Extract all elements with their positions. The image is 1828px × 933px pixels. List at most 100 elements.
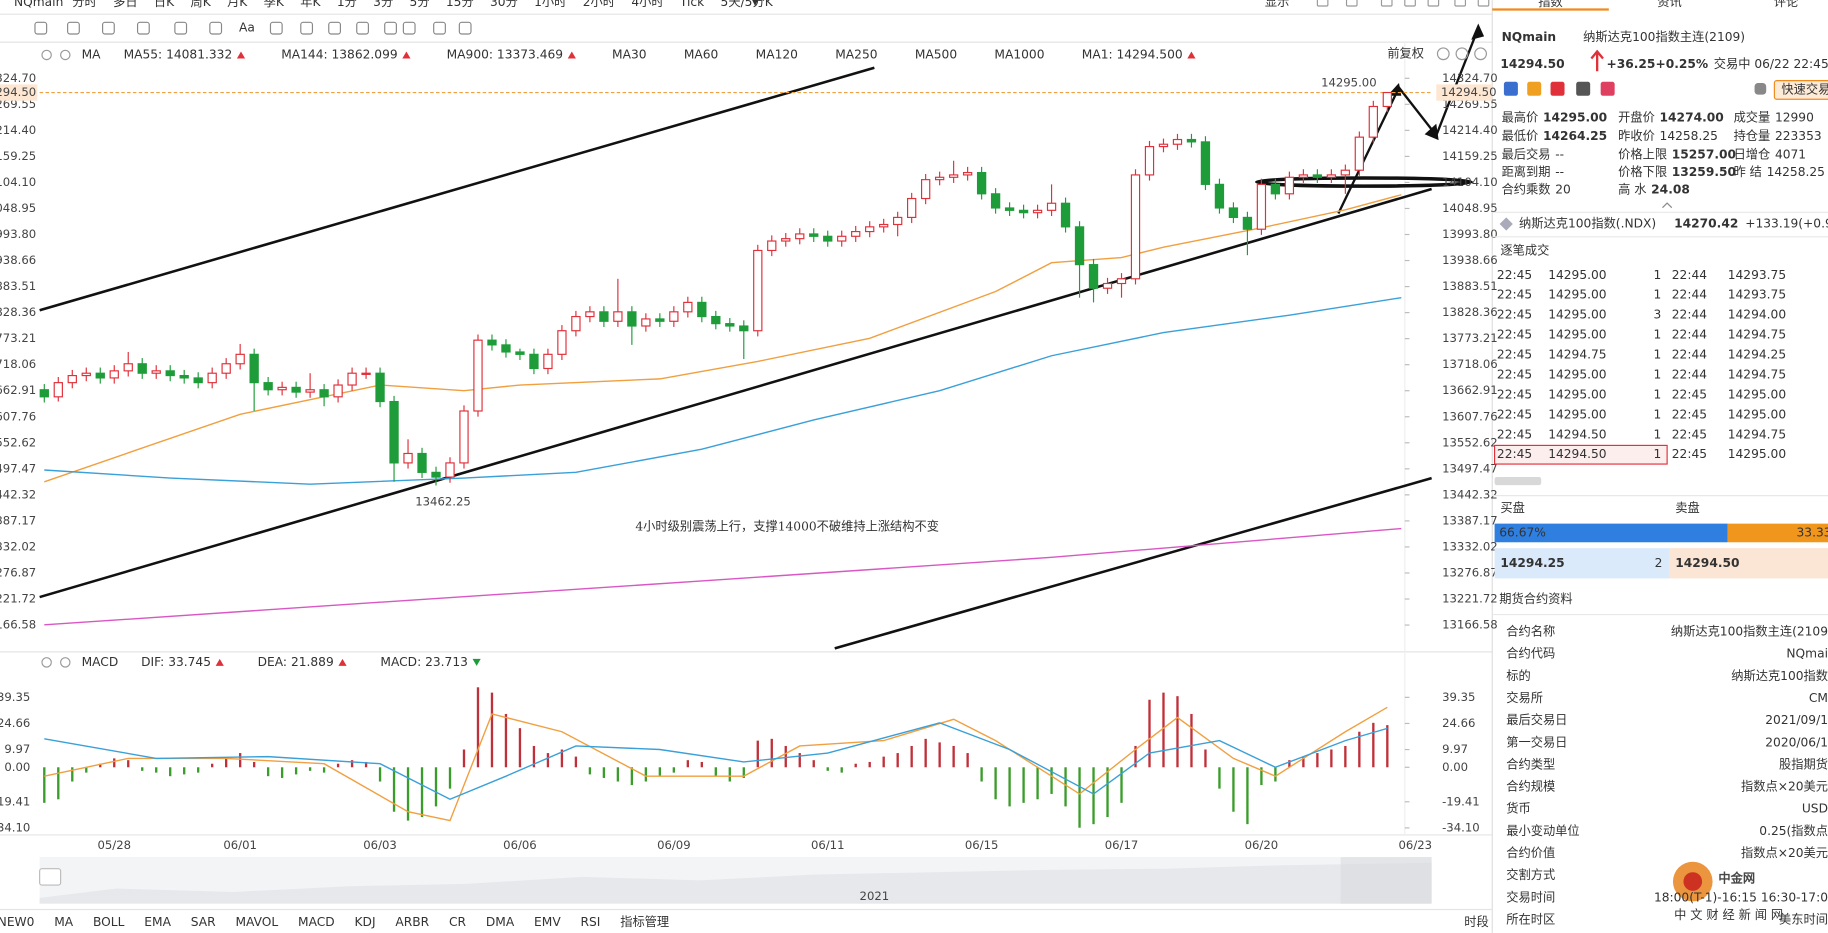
zoom-icon[interactable] <box>1455 47 1469 61</box>
indicator-tab[interactable]: CR <box>449 915 467 929</box>
macd-bar <box>630 767 634 786</box>
action-icon[interactable] <box>1527 81 1542 96</box>
settings-icon[interactable] <box>41 657 52 668</box>
tool-icon[interactable] <box>67 21 80 35</box>
macd-bar <box>1050 767 1053 794</box>
indicator-name[interactable]: MA <box>82 47 102 61</box>
panel-tab[interactable]: 资讯 <box>1657 0 1681 9</box>
period-tab[interactable]: 4小时 <box>631 0 663 9</box>
period-tab[interactable]: 季K <box>264 0 285 9</box>
text-tool[interactable]: Aa <box>239 21 255 35</box>
close-icon[interactable] <box>60 49 71 61</box>
settings-icon[interactable] <box>41 49 52 61</box>
macd-tick-label: -19.41 <box>1442 794 1480 808</box>
bell-icon[interactable] <box>1754 82 1767 95</box>
tool-icon[interactable] <box>402 21 416 35</box>
action-icon[interactable] <box>1576 81 1591 96</box>
tool-icon[interactable] <box>300 21 314 35</box>
tool-icon[interactable] <box>458 21 472 35</box>
close-icon[interactable] <box>60 657 71 668</box>
tool-icon[interactable] <box>384 21 397 35</box>
indicator-tab[interactable]: MACD <box>298 915 335 929</box>
period-tab[interactable]: 30分 <box>490 0 518 9</box>
indicator-tab[interactable]: KDJ <box>355 915 376 929</box>
macd-bar <box>280 767 284 778</box>
period-tab[interactable]: 5分 <box>410 0 430 9</box>
indicator-tab[interactable]: MAVOL <box>235 915 278 929</box>
toolbar-item[interactable]: ▾ <box>752 0 759 9</box>
session-button[interactable]: 时段 <box>1464 914 1488 929</box>
period-tab[interactable]: 1小时 <box>534 0 566 9</box>
contract-value[interactable]: 纳斯达克100指数 <box>1731 668 1828 683</box>
index-name[interactable]: 纳斯达克100指数(.NDX) <box>1519 216 1656 231</box>
indicator-tab[interactable]: BOLL <box>93 915 125 929</box>
tool-icon[interactable] <box>34 21 48 35</box>
stat-label: 昨收价 <box>1618 129 1655 143</box>
action-icon[interactable] <box>1550 81 1565 96</box>
quick-trade-bg[interactable] <box>1773 80 1828 100</box>
indicator-tab[interactable]: 指标管理 <box>620 914 669 929</box>
indicator-name[interactable]: MACD <box>82 655 119 669</box>
indicator-tab[interactable]: ARBR <box>395 915 429 929</box>
trade-qty: 1 <box>1653 367 1661 381</box>
period-tab[interactable]: 15分 <box>446 0 474 9</box>
action-icon[interactable] <box>1503 81 1518 96</box>
indicator-tab[interactable]: SAR <box>191 915 216 929</box>
period-tab[interactable]: 多日 <box>113 0 137 9</box>
action-icon[interactable] <box>1600 81 1615 96</box>
scrollbar[interactable] <box>1494 476 1542 486</box>
period-tab[interactable]: 月K <box>227 0 248 9</box>
tool-icon[interactable] <box>1404 0 1416 7</box>
tool-icon[interactable] <box>102 21 115 35</box>
tool-icon[interactable] <box>1380 0 1393 7</box>
panel-tab[interactable]: 评论 <box>1774 0 1798 9</box>
tool-icon[interactable] <box>433 21 446 35</box>
indicator-tab[interactable]: DMA <box>486 915 515 929</box>
period-tab[interactable]: 1分 <box>337 0 357 9</box>
collapse-icon[interactable] <box>1662 202 1673 209</box>
tool-icon[interactable] <box>1316 0 1329 7</box>
period-tab[interactable]: 2小时 <box>583 0 615 9</box>
period-tab[interactable]: 年K <box>300 0 321 9</box>
trade-time: 22:45 <box>1497 328 1532 342</box>
display-menu[interactable]: 显示 <box>1265 0 1289 9</box>
period-tab[interactable]: 分时 <box>72 0 96 9</box>
tool-icon[interactable] <box>356 21 369 35</box>
candle-body <box>263 382 273 391</box>
quick-trade-button[interactable]: 快速交易 <box>1781 81 1828 96</box>
zoom-icon[interactable] <box>1436 47 1450 61</box>
candle-body <box>1158 143 1169 148</box>
macd-bar <box>85 767 88 773</box>
navigator-handle[interactable] <box>39 868 62 886</box>
period-tab[interactable]: Tick <box>679 0 705 9</box>
tool-icon[interactable] <box>1345 0 1358 7</box>
period-tab[interactable]: 3分 <box>373 0 393 9</box>
stat-value: 20 <box>1555 183 1571 197</box>
tool-icon[interactable] <box>328 21 342 35</box>
indicator-tab[interactable]: EMA <box>144 915 171 929</box>
tool-icon[interactable] <box>269 21 283 35</box>
zoom-icon[interactable] <box>1474 47 1487 61</box>
macd-bar <box>686 760 689 768</box>
period-tab[interactable]: 周K <box>190 0 211 9</box>
indicator-tab[interactable]: MA <box>54 915 74 929</box>
period-tab[interactable]: 日K <box>154 0 175 9</box>
macd-tick-label: -34.10 <box>1442 820 1480 834</box>
indicator-tab[interactable]: EMV <box>534 915 561 929</box>
bid-qty: 2 <box>1655 556 1663 570</box>
macd-bar <box>169 767 172 777</box>
panel-tab[interactable]: 指数 <box>1538 0 1562 9</box>
tool-icon[interactable] <box>174 21 188 35</box>
indicator-tab[interactable]: RSI <box>581 915 601 929</box>
symbol[interactable]: NQmain <box>14 0 63 9</box>
tool-icon[interactable] <box>1454 0 1467 7</box>
tool-icon[interactable] <box>1477 0 1490 7</box>
tool-icon[interactable] <box>209 21 223 35</box>
indicator-tab[interactable]: NEW0 <box>0 915 34 929</box>
navigator-window[interactable] <box>1340 857 1432 904</box>
tool-icon[interactable] <box>136 21 150 35</box>
period-tab[interactable]: 5天/5分K <box>721 0 774 9</box>
restore-button[interactable]: 前复权 <box>1387 45 1424 60</box>
tool-icon[interactable] <box>1427 0 1440 7</box>
